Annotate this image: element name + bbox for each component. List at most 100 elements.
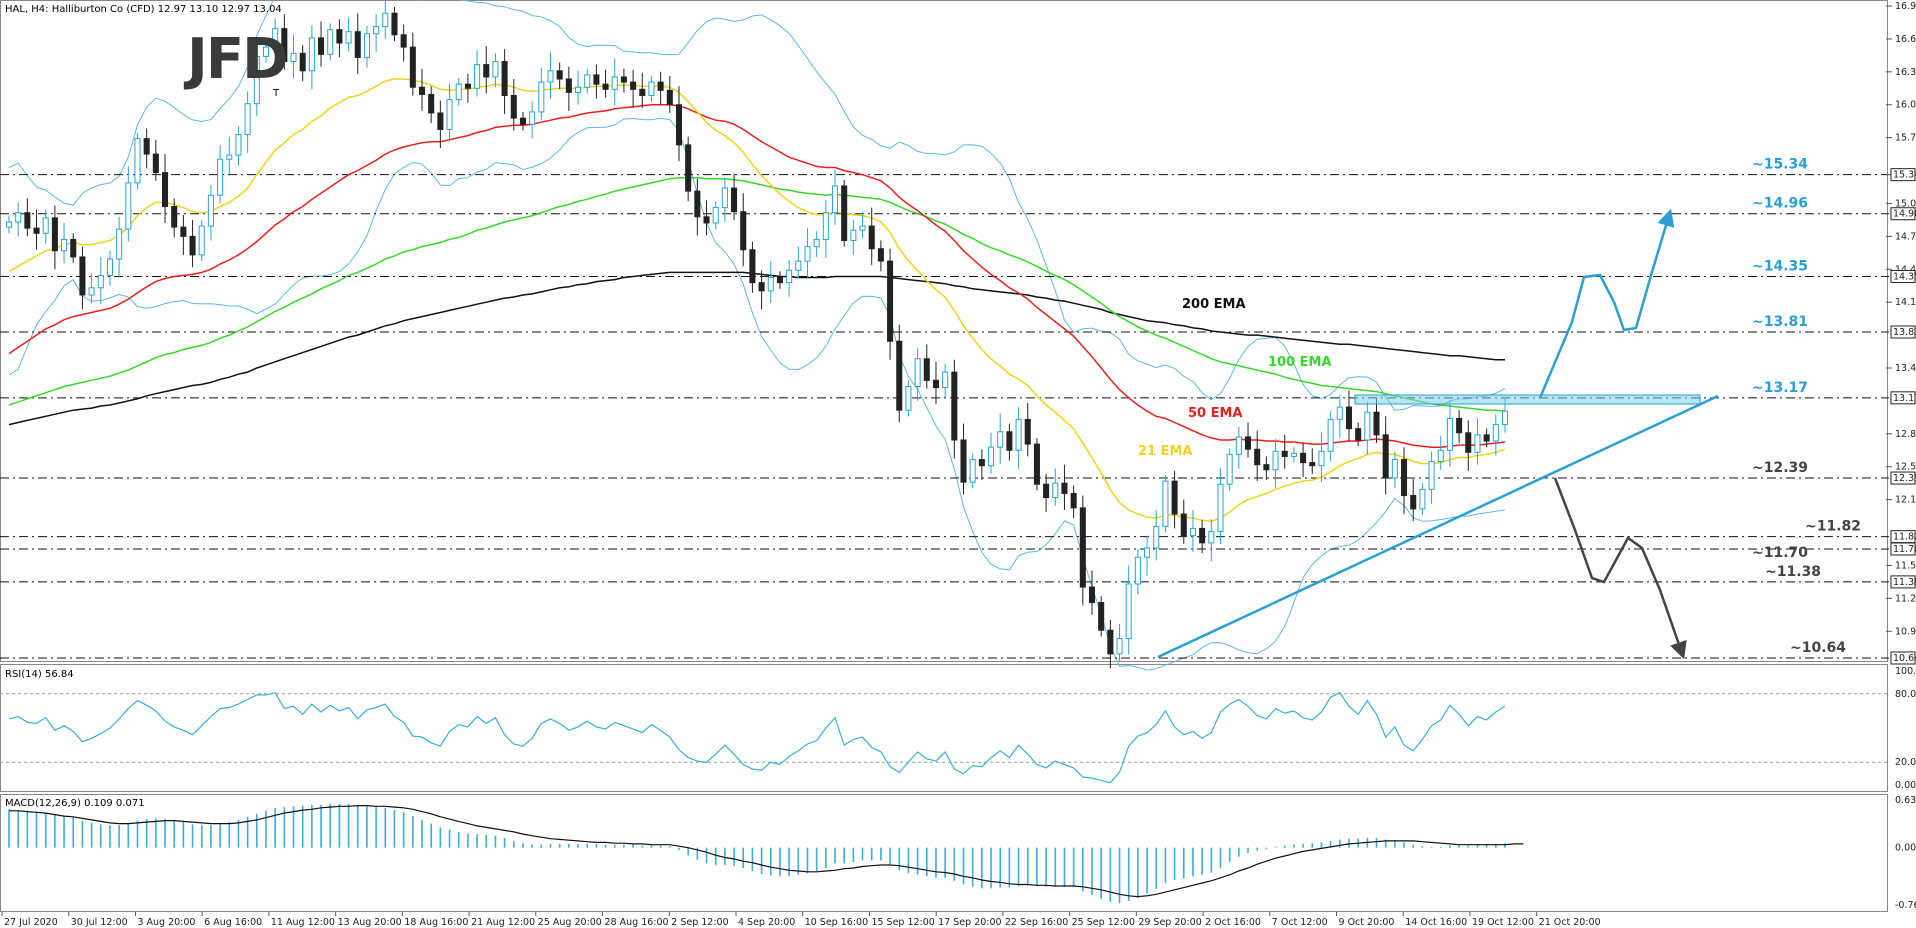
candle — [822, 200, 829, 258]
candle — [88, 273, 95, 304]
candle — [116, 216, 123, 278]
candle — [391, 7, 398, 41]
time-tick-label: 10 Sep 16:00 — [805, 917, 868, 928]
price-tick-label: 12.18 — [1895, 495, 1916, 506]
price-box-label: 11.82 — [1893, 532, 1916, 543]
candle — [1309, 448, 1316, 474]
candle — [685, 136, 692, 202]
candle — [721, 177, 728, 222]
candle — [978, 449, 985, 481]
candle — [1088, 570, 1096, 615]
candle — [446, 83, 453, 142]
price-box-label: 10.64 — [1893, 653, 1916, 664]
candle — [345, 17, 352, 52]
price-tick-label: 16.98 — [1895, 1, 1916, 12]
candle — [776, 271, 783, 289]
candle — [125, 166, 132, 242]
candle — [859, 211, 866, 239]
candle — [1162, 474, 1169, 533]
level-label: ~12.39 — [1752, 460, 1808, 476]
candle — [1254, 430, 1261, 482]
time-tick-label: 25 Aug 20:00 — [538, 917, 602, 928]
candle — [1006, 423, 1013, 461]
candle — [749, 241, 756, 293]
time-tick-label: 2 Sep 12:00 — [671, 917, 728, 928]
candle — [382, 0, 389, 39]
candle — [1199, 520, 1206, 554]
candle — [400, 24, 407, 62]
macd-panel-frame — [0, 794, 1888, 912]
candle — [960, 423, 967, 495]
candle — [180, 214, 187, 255]
bollinger-lower — [8, 117, 1506, 671]
candle — [850, 219, 857, 255]
candle — [1171, 470, 1178, 529]
candle — [272, 18, 279, 62]
rsi-header: RSI(14) 56.84 — [5, 669, 74, 680]
candle — [198, 219, 205, 262]
candle — [639, 72, 646, 108]
candle — [1364, 401, 1371, 455]
candle — [1061, 464, 1068, 510]
candle — [1033, 437, 1040, 491]
candle — [455, 77, 462, 106]
price-box — [1890, 207, 1916, 221]
candle — [1052, 468, 1059, 506]
candle — [79, 246, 86, 310]
candle — [1180, 499, 1187, 544]
rsi-line — [8, 691, 1506, 784]
candle — [602, 69, 609, 98]
time-tick-label: 2 Oct 16:00 — [1205, 917, 1261, 928]
price-tick-label: 16.66 — [1895, 34, 1916, 45]
candle — [758, 270, 765, 310]
candle — [1024, 402, 1031, 457]
level-label: ~11.38 — [1765, 564, 1821, 580]
candle — [253, 39, 260, 117]
logo-sub: T — [272, 88, 280, 99]
time-tick-label: 6 Aug 16:00 — [204, 917, 262, 928]
candle — [143, 128, 150, 169]
time-tick-label: 28 Aug 16:00 — [605, 917, 669, 928]
candle — [1391, 451, 1398, 489]
candle — [5, 215, 13, 234]
time-tick-label: 30 Jul 12:00 — [71, 917, 128, 928]
time-tick-label: 27 Jul 2020 — [4, 917, 58, 928]
price-box-label: 12.39 — [1893, 473, 1916, 484]
candle — [712, 201, 719, 230]
ema-label: 50 EMA — [1188, 406, 1243, 421]
candle — [593, 64, 600, 99]
candle — [1336, 394, 1343, 438]
level-label: ~10.64 — [1790, 640, 1846, 656]
candle — [1107, 619, 1114, 669]
candle — [942, 363, 949, 398]
candle — [510, 79, 517, 131]
candle — [1043, 473, 1050, 512]
candle — [1098, 596, 1105, 637]
annotations — [1157, 208, 1719, 660]
candle — [1437, 435, 1444, 470]
candle — [1318, 432, 1325, 483]
price-box — [1890, 325, 1916, 339]
candle — [1428, 451, 1435, 504]
bollinger-bands — [8, 0, 1506, 671]
ema-labels: 200 EMA 100 EMA 50 EMA 21 EMA — [1138, 297, 1332, 459]
candle — [409, 32, 416, 96]
time-tick-label: 19 Oct 12:00 — [1472, 917, 1534, 928]
time-tick-label: 18 Aug 16:00 — [404, 917, 468, 928]
candle — [997, 413, 1004, 464]
candle — [584, 68, 591, 94]
candle — [620, 68, 627, 93]
candle — [675, 86, 683, 162]
level-label: ~14.35 — [1752, 258, 1808, 274]
candle — [556, 62, 563, 90]
price-tick-label: 11.22 — [1895, 593, 1916, 604]
candle — [226, 136, 233, 176]
price-tick-label: 12.82 — [1895, 429, 1916, 440]
price-tick-label: 11.54 — [1895, 560, 1916, 571]
macd-tick-label: -0.762 — [1895, 900, 1916, 911]
candle — [565, 66, 572, 111]
candle — [767, 261, 774, 304]
time-axis: 27 Jul 2020 30 Jul 12:00 3 Aug 20:00 6 Aug … — [1, 912, 1601, 928]
time-tick-label: 11 Aug 12:00 — [271, 917, 335, 928]
candle — [666, 75, 673, 113]
